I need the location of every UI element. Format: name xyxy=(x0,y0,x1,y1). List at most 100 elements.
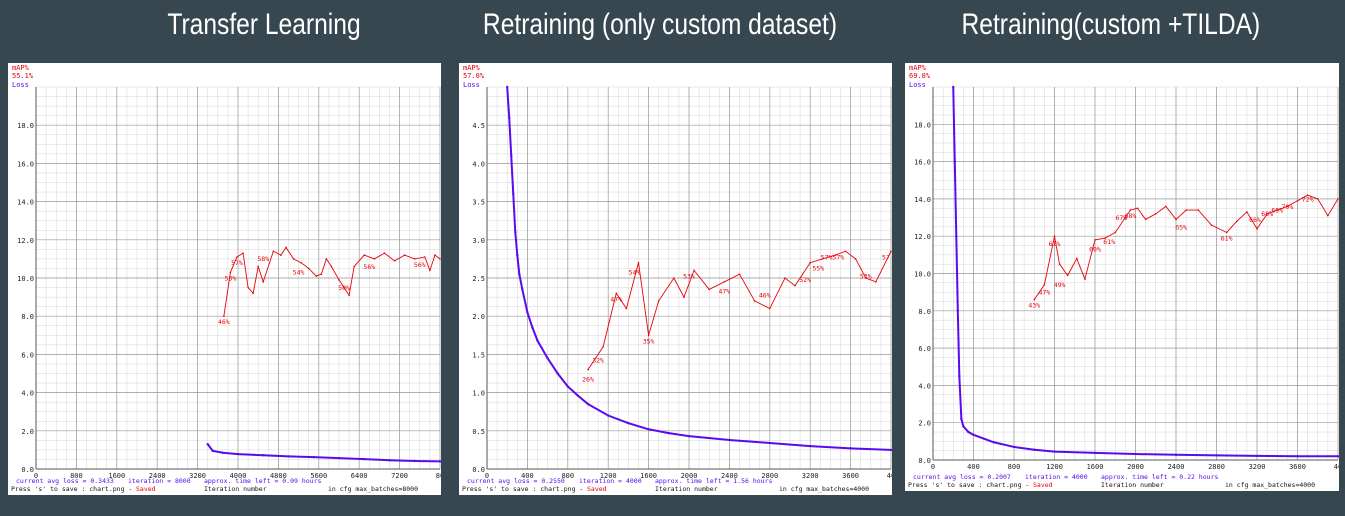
map-point xyxy=(1144,218,1147,221)
loss-point xyxy=(438,460,441,463)
loss-point xyxy=(627,421,630,425)
y-tick-label: 12.0 xyxy=(914,233,931,241)
map-data-label: 68% xyxy=(1125,212,1137,220)
loss-point xyxy=(982,437,985,440)
map-data-label: 53% xyxy=(683,272,695,280)
y-tick-label: 4.0 xyxy=(918,382,931,390)
x-tick-label: 2400 xyxy=(721,472,738,480)
map-data-label: 57% xyxy=(231,259,243,267)
map-series-line xyxy=(223,246,441,317)
loss-point xyxy=(955,235,958,238)
chart-svg-retraining-tilda: 0.0 2.0 4.0 6.0 8.0 10.0 12.0 14.0 16.0 18.0 0 400 8… xyxy=(908,64,1339,489)
y-tick-label: 2.0 xyxy=(472,313,485,321)
map-data-label: 65% xyxy=(1175,223,1187,231)
map-point xyxy=(587,368,589,371)
y-tick-label: 6.0 xyxy=(918,345,931,353)
map-data-label: 53% xyxy=(225,274,237,282)
x-tick-label: 400 xyxy=(521,472,534,480)
map-point xyxy=(363,254,366,256)
loss-series-line xyxy=(206,443,441,463)
map-point xyxy=(300,261,302,264)
x-tick-label: 1600 xyxy=(1087,463,1104,471)
loss-point xyxy=(889,448,892,452)
loss-point xyxy=(236,452,240,456)
loss-point xyxy=(967,430,970,434)
x-tick-label: 0 xyxy=(485,472,489,480)
map-point xyxy=(280,254,282,256)
loss-point xyxy=(531,326,534,329)
y-tick-label: 2.0 xyxy=(21,428,34,436)
map-point xyxy=(429,269,431,272)
x-tick-label: 0 xyxy=(931,463,935,471)
map-point xyxy=(247,286,249,289)
y-tick-label: 16.0 xyxy=(17,160,34,168)
loss-point xyxy=(687,434,691,438)
map-point xyxy=(844,250,847,253)
loss-point xyxy=(337,456,341,460)
status-save-hint: Press 's' to save : chart.png - xyxy=(11,485,132,493)
y-tick-label: 16.0 xyxy=(914,159,931,167)
loss-point xyxy=(506,85,509,89)
loss-point xyxy=(546,357,549,360)
map-point xyxy=(784,277,786,279)
map-data-label: 68% xyxy=(1261,210,1273,218)
loss-point xyxy=(647,428,650,431)
map-point xyxy=(1043,283,1046,286)
status-time-left: approx. time left = 0.22 hours xyxy=(1101,473,1218,481)
map-point xyxy=(794,284,796,287)
map-point xyxy=(1266,213,1268,215)
status-saved: Saved xyxy=(136,485,156,493)
loss-point xyxy=(1053,450,1056,453)
x-tick-label: 6400 xyxy=(351,472,368,480)
map-point xyxy=(383,252,386,254)
loss-point xyxy=(566,385,569,388)
loss-series-line xyxy=(506,86,892,451)
loss-point xyxy=(960,417,963,421)
y-tick-label: 0.0 xyxy=(21,466,34,474)
loss-point xyxy=(510,154,513,157)
loss-point xyxy=(1296,455,1299,458)
y-tick-label: 0.5 xyxy=(472,428,485,436)
map-data-label: 43% xyxy=(1028,302,1040,310)
x-tick-label: 80 xyxy=(436,472,441,480)
loss-point xyxy=(516,253,519,257)
map-point xyxy=(821,258,824,260)
map-series-line xyxy=(1033,194,1339,300)
map-point xyxy=(1136,207,1139,210)
map-point xyxy=(657,300,660,302)
status-max-batches: in cfg max_batches=4000 xyxy=(779,485,869,493)
map-point xyxy=(1235,220,1238,223)
x-tick-label: 1200 xyxy=(600,472,617,480)
map-point xyxy=(854,258,857,260)
map-label: mAP% xyxy=(12,64,30,72)
loss-point xyxy=(607,414,610,417)
loss-point xyxy=(958,374,961,378)
status-saved: Saved xyxy=(1033,481,1053,489)
status-max-batches: in cfg max_batches=4000 xyxy=(1225,481,1315,489)
x-tick-label: 800 xyxy=(561,472,574,480)
map-data-label: 49% xyxy=(1054,281,1066,289)
x-tick-label: 1200 xyxy=(1046,463,1063,471)
map-point xyxy=(1316,198,1319,200)
y-tick-label: 1.0 xyxy=(472,390,485,398)
loss-point xyxy=(536,339,539,342)
y-tick-label: 4.0 xyxy=(21,390,34,398)
map-data-label: 47% xyxy=(1039,289,1051,297)
map-point xyxy=(1129,209,1132,211)
loss-point xyxy=(508,116,511,119)
status-max-batches: in cfg max_batches=8000 xyxy=(328,485,418,493)
x-axis-label: Iteration number xyxy=(204,485,267,493)
loss-point xyxy=(287,455,290,458)
map-point xyxy=(1296,199,1299,202)
x-tick-label: 4000 xyxy=(230,472,247,480)
y-tick-label: 14.0 xyxy=(17,199,34,207)
loss-point xyxy=(953,160,956,163)
status-time-left: approx. time left = 1.56 hours xyxy=(655,477,772,485)
map-point xyxy=(229,271,232,274)
loss-point xyxy=(1093,451,1097,455)
map-data-label: 54% xyxy=(629,269,641,277)
loss-point xyxy=(211,449,214,453)
x-tick-label: 2000 xyxy=(1127,463,1144,471)
map-point xyxy=(738,273,741,275)
map-point xyxy=(602,345,604,348)
